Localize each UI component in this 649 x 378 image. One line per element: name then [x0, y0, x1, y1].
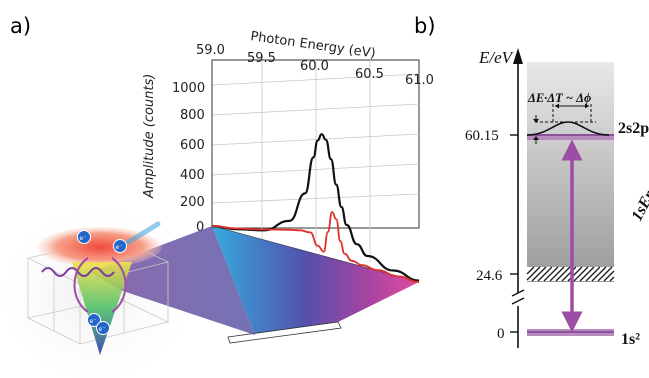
electron-icon — [87, 313, 101, 327]
electron-label: e⁻ — [80, 235, 87, 242]
continuum-label: 1sEp — [629, 187, 649, 224]
spectrum-curve-red — [211, 211, 420, 283]
electron-icon — [77, 230, 91, 244]
panel-b-label: b) — [414, 14, 436, 38]
state-label-ground: 1s² — [621, 331, 640, 348]
x-tick-label: 60.5 — [355, 67, 384, 82]
hatch-line — [597, 266, 613, 282]
electron-icon — [113, 239, 127, 253]
panel-a-label: a) — [10, 14, 31, 38]
electron-trail — [119, 221, 161, 249]
spectrum-curve-black — [211, 133, 420, 282]
y-tick-label: 400 — [180, 168, 205, 183]
axis-arrowhead-icon — [513, 48, 523, 64]
electron-label: e⁻ — [116, 244, 123, 251]
hatch-line — [609, 276, 615, 282]
ribbon-strip — [227, 321, 342, 344]
hatch-line — [591, 266, 607, 282]
plot-grid — [211, 60, 420, 262]
hatch-line — [585, 266, 601, 282]
atom-illustration: e⁻ e⁻ e⁻ e⁻ — [5, 210, 255, 378]
y-tick-label: 200 — [180, 195, 205, 210]
y-tick-label: 1000 — [172, 81, 205, 96]
level-value: 0 — [497, 326, 505, 342]
hatch-line — [526, 266, 535, 275]
energy-diagram: ΔE·ΔT ~ Δϕ E/eV 60.15 24.6 0 2s2p 1s² 1s… — [465, 48, 649, 348]
energy-axis-label: E/eV — [478, 48, 515, 67]
y-tick-label: 800 — [180, 108, 205, 123]
electron-label: e⁻ — [90, 318, 97, 325]
x-tick-label: 60.0 — [300, 59, 329, 74]
level-value: 60.15 — [465, 128, 499, 144]
beam-tail — [90, 226, 255, 335]
x-tick-label: 59.0 — [196, 43, 225, 58]
y-tick-label: 600 — [180, 138, 205, 153]
level-2s2p — [527, 134, 614, 140]
electron-label: e⁻ — [99, 326, 106, 333]
electron-icon — [96, 321, 110, 335]
y-tick-label: 0 — [196, 220, 204, 235]
axis-break-icon — [511, 289, 525, 305]
photon-ribbon — [212, 226, 419, 335]
hatch-line — [603, 270, 615, 282]
photon-wave-icon — [41, 267, 115, 277]
hatch-line — [537, 266, 553, 282]
y-axis-label: Amplitude (counts) — [142, 74, 157, 199]
hatch-line — [531, 266, 547, 282]
state-label-2s2p: 2s2p — [618, 120, 649, 137]
hatch-line — [543, 266, 559, 282]
uncertainty-relation: ΔE·ΔT ~ Δϕ — [527, 91, 591, 105]
upper-surface — [38, 227, 162, 267]
x-tick-label: 61.0 — [405, 73, 434, 88]
lower-cone — [72, 262, 132, 355]
hatch-line — [526, 266, 541, 281]
x-tick-label: 59.5 — [247, 51, 276, 66]
level-value: 24.6 — [476, 268, 503, 284]
